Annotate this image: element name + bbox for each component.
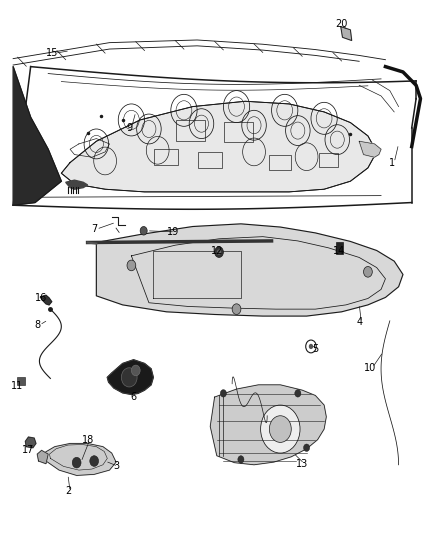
Circle shape bbox=[140, 227, 147, 235]
Bar bbox=[319, 154, 339, 166]
Text: 10: 10 bbox=[364, 363, 376, 373]
Text: 1: 1 bbox=[389, 158, 395, 167]
Text: 14: 14 bbox=[333, 246, 346, 255]
Circle shape bbox=[131, 365, 140, 376]
Bar bbox=[269, 155, 291, 170]
Text: 19: 19 bbox=[167, 227, 179, 237]
Polygon shape bbox=[96, 224, 403, 316]
Circle shape bbox=[309, 344, 313, 349]
Polygon shape bbox=[40, 295, 52, 305]
Polygon shape bbox=[210, 385, 326, 465]
Circle shape bbox=[90, 456, 99, 466]
Text: 4: 4 bbox=[356, 318, 362, 327]
Text: 15: 15 bbox=[46, 49, 59, 58]
Text: 8: 8 bbox=[34, 320, 40, 330]
Text: 2: 2 bbox=[65, 487, 71, 496]
Text: 16: 16 bbox=[35, 294, 47, 303]
Polygon shape bbox=[40, 443, 116, 475]
Text: 20: 20 bbox=[336, 19, 348, 29]
Polygon shape bbox=[37, 450, 48, 464]
Circle shape bbox=[72, 457, 81, 468]
Polygon shape bbox=[25, 437, 36, 448]
Circle shape bbox=[215, 247, 223, 257]
Text: 17: 17 bbox=[22, 446, 35, 455]
Text: 3: 3 bbox=[113, 462, 119, 471]
Polygon shape bbox=[359, 141, 381, 157]
Circle shape bbox=[304, 444, 310, 451]
Bar bbox=[176, 120, 205, 141]
Text: 9: 9 bbox=[126, 123, 132, 133]
Circle shape bbox=[269, 416, 291, 442]
Circle shape bbox=[295, 390, 301, 397]
Bar bbox=[198, 152, 222, 168]
Text: 18: 18 bbox=[81, 435, 94, 445]
Text: 13: 13 bbox=[296, 459, 308, 469]
Circle shape bbox=[217, 249, 221, 255]
Circle shape bbox=[121, 368, 137, 387]
Circle shape bbox=[127, 260, 136, 271]
Text: 5: 5 bbox=[312, 344, 318, 354]
Circle shape bbox=[220, 390, 226, 397]
Polygon shape bbox=[13, 67, 61, 205]
Polygon shape bbox=[66, 180, 88, 189]
Text: 11: 11 bbox=[11, 382, 23, 391]
Polygon shape bbox=[341, 27, 352, 41]
Bar bbox=[225, 122, 253, 142]
Text: 7: 7 bbox=[91, 224, 97, 234]
Polygon shape bbox=[61, 101, 377, 192]
Circle shape bbox=[238, 456, 244, 463]
Text: 12: 12 bbox=[211, 246, 223, 255]
Circle shape bbox=[232, 304, 241, 314]
Bar bbox=[336, 242, 343, 254]
Bar bbox=[17, 377, 25, 385]
Circle shape bbox=[364, 266, 372, 277]
Circle shape bbox=[261, 405, 300, 453]
Bar bbox=[154, 149, 178, 165]
Polygon shape bbox=[107, 360, 153, 394]
Text: 6: 6 bbox=[131, 392, 137, 402]
